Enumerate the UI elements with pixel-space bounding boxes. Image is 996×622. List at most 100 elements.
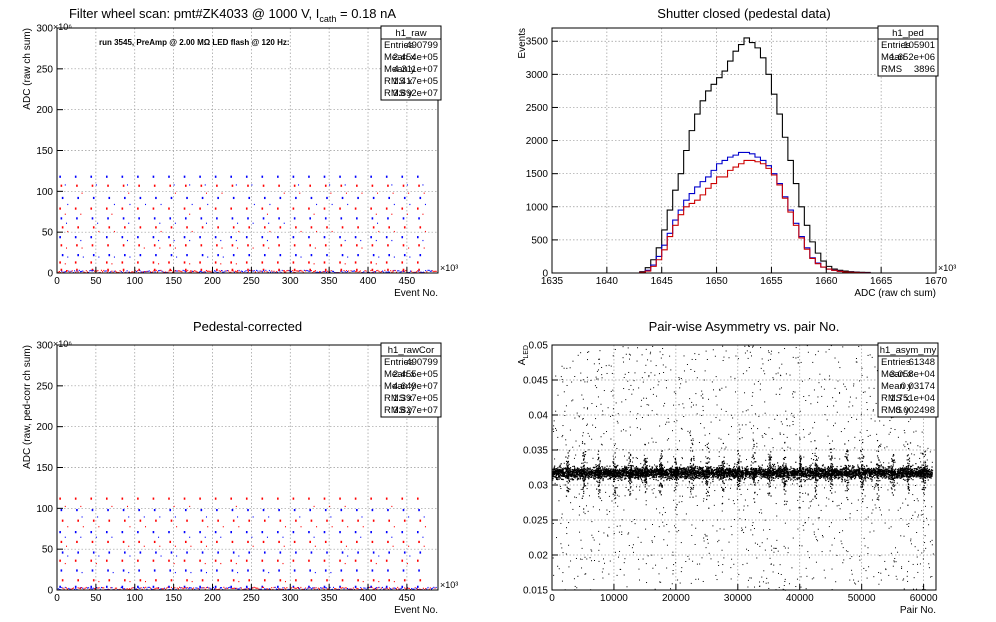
data-point-band — [827, 480, 830, 483]
data-point-outlier — [865, 518, 867, 520]
data-point-outlier — [647, 359, 649, 361]
data-point-blue — [402, 508, 405, 512]
data-point-blue — [247, 569, 249, 572]
data-point-red — [61, 519, 64, 522]
data-point-blue — [137, 585, 139, 588]
x-tick-label: 150 — [165, 593, 182, 604]
data-point-scatter — [80, 213, 82, 215]
data-point-outlier — [728, 433, 730, 435]
data-point-outlier — [925, 547, 927, 549]
data-point-red — [418, 540, 420, 544]
data-point-outlier — [851, 573, 853, 575]
data-point-baseline — [78, 587, 80, 589]
data-point-outlier — [897, 436, 899, 438]
data-point-blue — [339, 175, 341, 178]
data-point-scatter — [314, 247, 316, 249]
data-point-outlier — [809, 378, 811, 380]
data-point-outlier — [931, 539, 933, 541]
data-point-outlier — [924, 460, 926, 462]
data-point-baseline — [380, 587, 382, 589]
data-point-blue — [402, 217, 405, 220]
chart-title: Pedestal-corrected — [193, 319, 302, 334]
data-point-outlier — [742, 529, 744, 531]
data-point-scatter — [81, 247, 83, 249]
data-point-outlier — [569, 429, 571, 431]
data-point-baseline — [107, 588, 109, 590]
data-point-blue — [261, 585, 264, 588]
data-point-outlier — [607, 407, 609, 409]
data-point-outlier — [580, 488, 582, 490]
data-point-outlier — [891, 460, 893, 462]
data-point-blue — [168, 531, 170, 534]
data-point-outlier — [787, 552, 789, 554]
data-point-scatter — [344, 239, 346, 242]
data-point-scatter — [300, 526, 302, 528]
data-point-outlier — [597, 378, 599, 380]
data-point-baseline — [365, 270, 367, 272]
data-point-blue — [170, 551, 173, 554]
data-point-baseline — [432, 270, 434, 272]
data-point-baseline — [82, 270, 84, 272]
data-point-outlier — [737, 358, 739, 360]
data-point-baseline — [202, 587, 204, 589]
data-point-band — [568, 476, 570, 479]
data-point-scatter — [160, 555, 162, 557]
data-point-baseline — [93, 270, 95, 272]
data-point-band — [755, 469, 757, 471]
data-point-outlier — [799, 479, 801, 481]
data-point-outlier — [836, 554, 838, 556]
data-point-baseline — [224, 588, 226, 590]
data-point-baseline — [119, 270, 121, 272]
data-point-outlier — [622, 449, 624, 451]
data-point-baseline — [334, 587, 336, 590]
data-point-outlier — [624, 495, 626, 497]
data-point-outlier — [831, 544, 833, 546]
data-point-baseline — [261, 271, 263, 273]
data-point-scatter — [391, 239, 393, 242]
data-point-baseline — [141, 271, 143, 273]
data-point-band — [711, 468, 714, 470]
data-point-outlier — [716, 477, 718, 479]
data-point-outlier — [779, 432, 781, 434]
data-point-outlier — [930, 576, 932, 578]
y-axis-label: ADC (raw ch sum) — [22, 28, 33, 110]
data-point-band — [601, 468, 604, 470]
data-point-outlier — [860, 461, 862, 463]
data-point-outlier — [923, 494, 925, 496]
data-point-red — [152, 497, 155, 500]
data-point-band — [590, 468, 592, 471]
data-point-scatter — [393, 203, 395, 206]
data-point-baseline — [321, 587, 323, 589]
data-point-baseline — [153, 270, 155, 272]
data-point-outlier — [608, 495, 610, 497]
data-point-band — [554, 476, 556, 478]
data-point-band — [926, 465, 928, 467]
x-tick-label: 450 — [399, 593, 416, 604]
data-point-outlier — [733, 518, 735, 520]
data-point-blue — [92, 551, 95, 554]
data-point-baseline — [273, 586, 275, 589]
data-point-blue — [248, 196, 251, 200]
data-point-outlier — [645, 500, 647, 502]
data-point-baseline — [246, 587, 248, 589]
data-point-outlier — [586, 424, 588, 426]
data-point-band — [651, 467, 654, 469]
data-point-blue — [356, 508, 358, 512]
data-point-blue — [356, 569, 358, 572]
data-point-outlier — [615, 402, 617, 404]
data-point-outlier — [651, 410, 653, 412]
data-point-outlier — [613, 444, 615, 446]
data-point-red — [199, 497, 201, 500]
data-point-baseline — [315, 587, 317, 589]
data-point-band — [690, 467, 692, 469]
data-point-outlier — [593, 578, 595, 580]
data-point-band — [818, 467, 821, 469]
data-point-outlier — [715, 417, 717, 419]
data-point-red — [372, 579, 375, 582]
data-point-baseline — [385, 587, 387, 589]
data-point-scatter — [409, 256, 411, 258]
data-point-baseline — [298, 270, 300, 272]
data-point-baseline — [225, 270, 227, 272]
data-point-outlier — [759, 389, 761, 391]
data-point-outlier — [766, 577, 768, 579]
